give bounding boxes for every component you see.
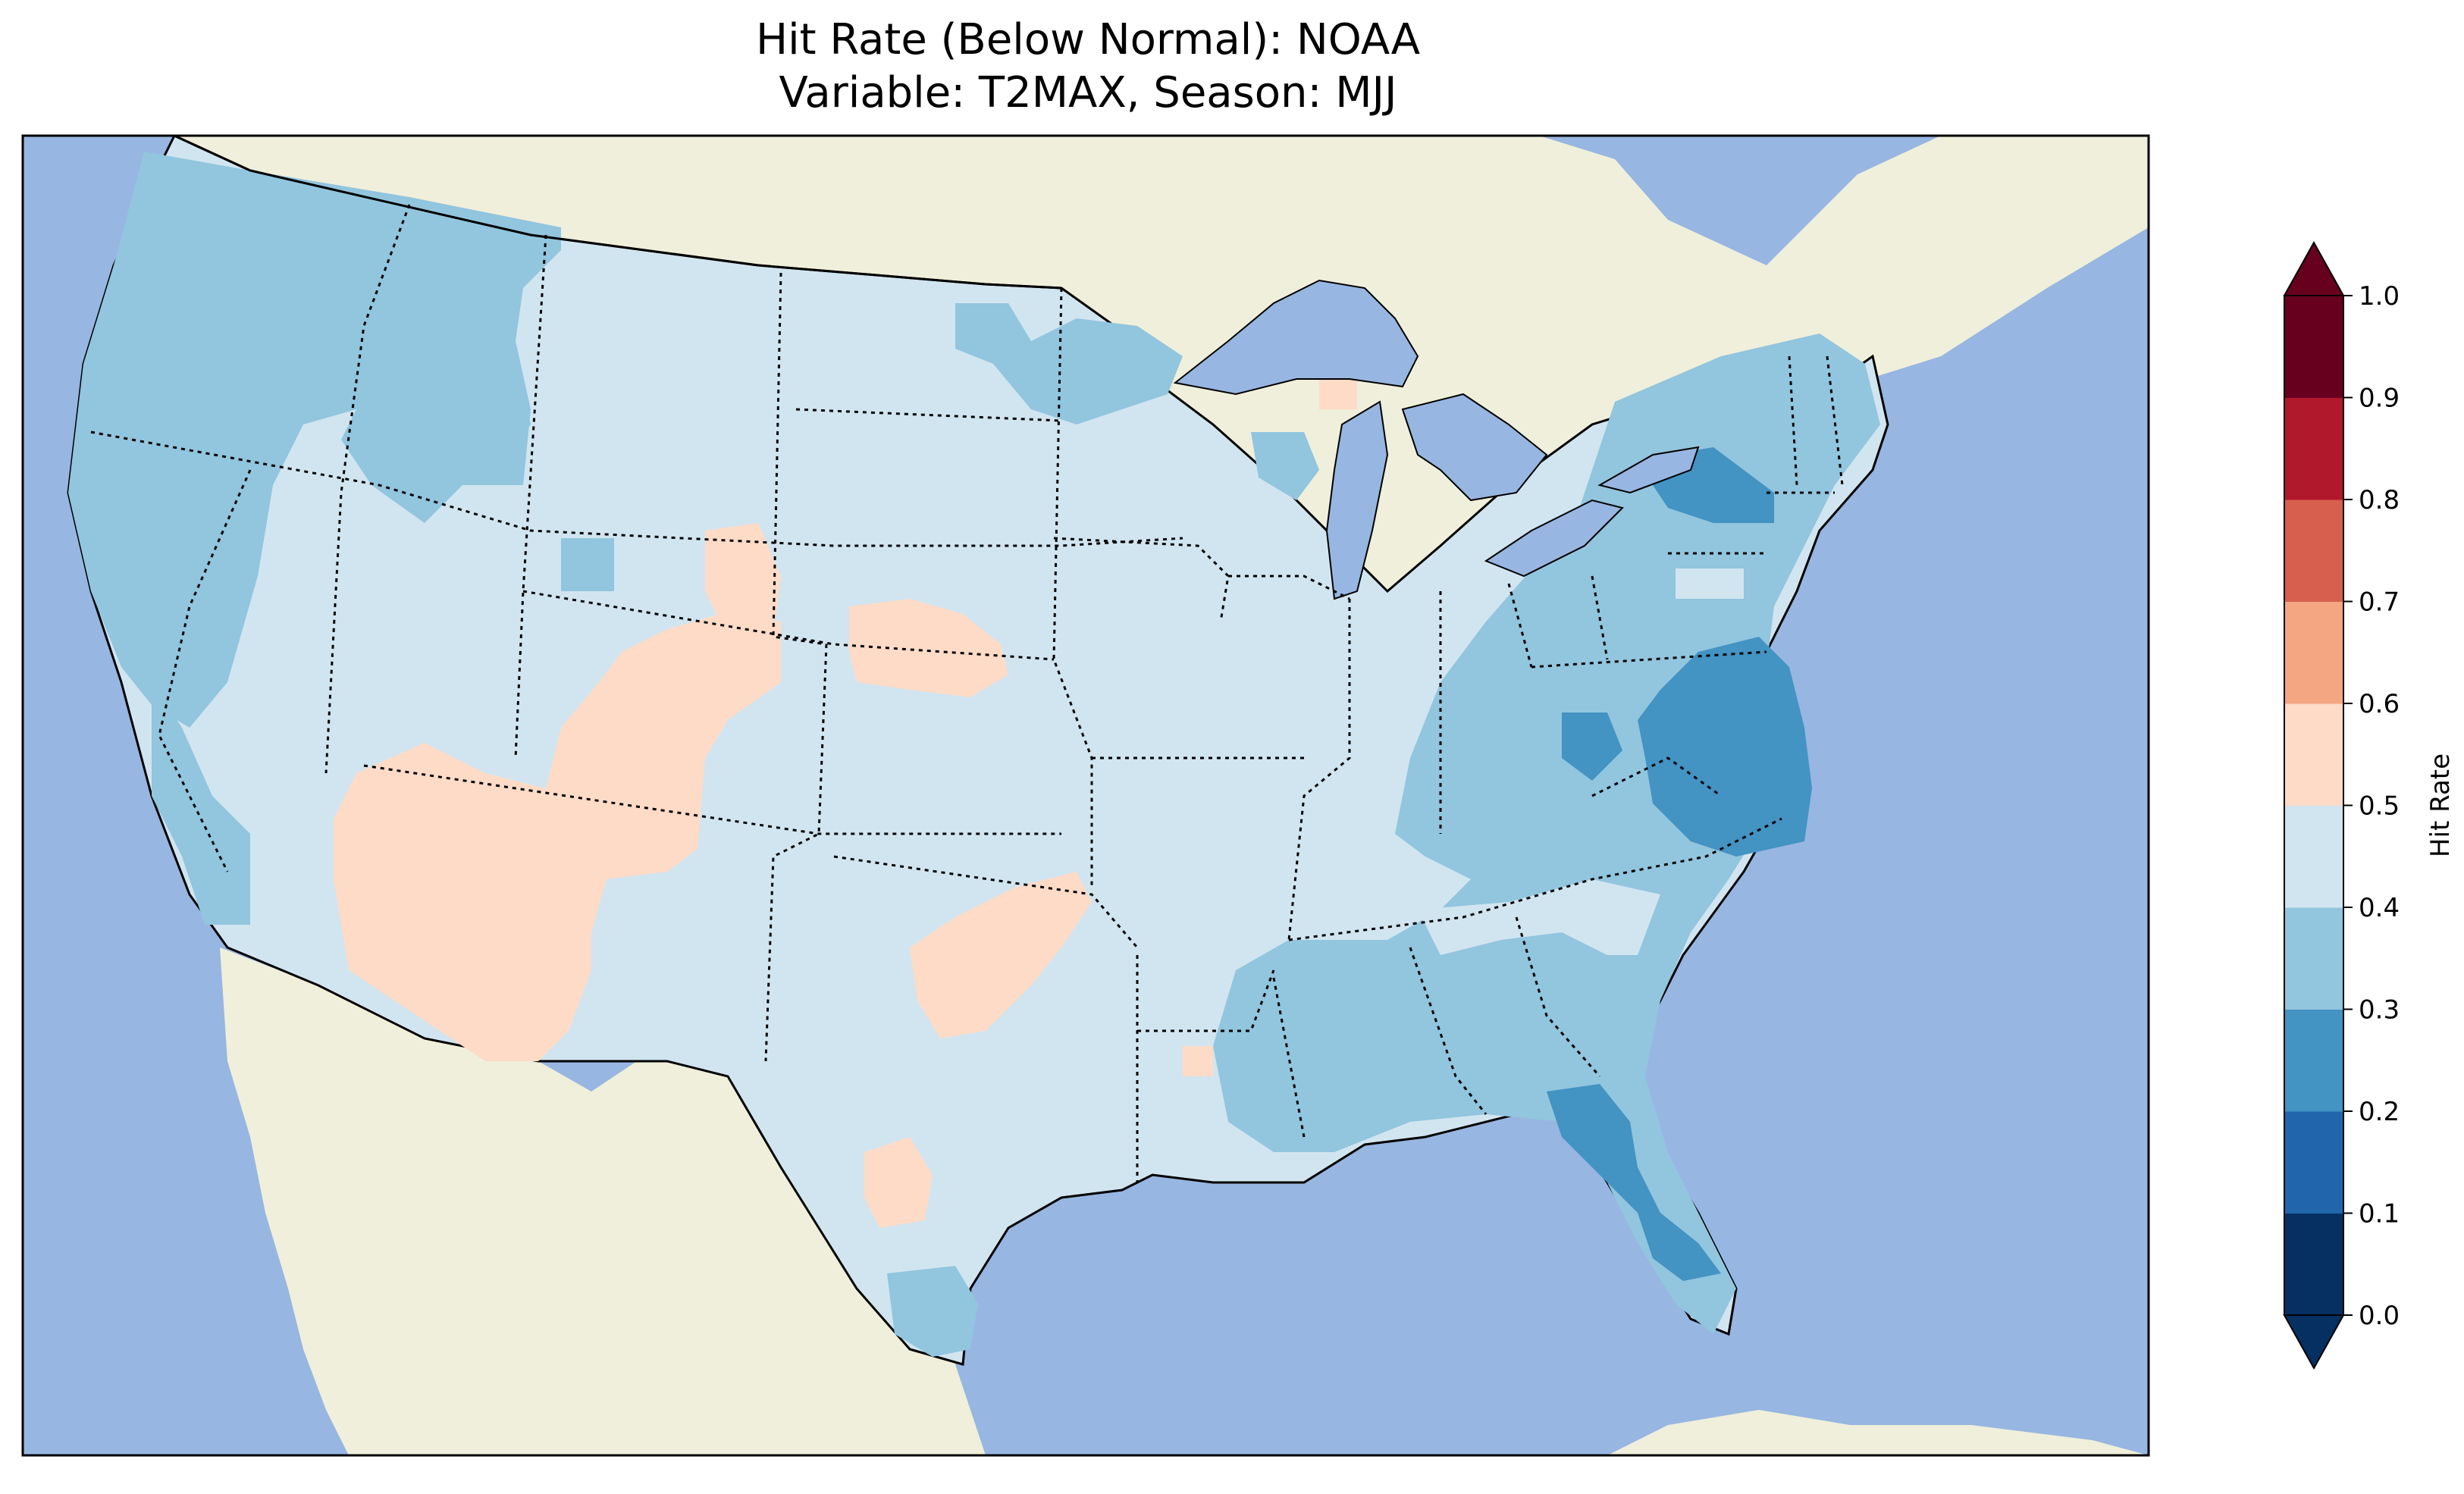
region-northern-plains [955, 303, 1183, 424]
colorbar-segment [2284, 500, 2343, 602]
colorbar-segment [2284, 1213, 2343, 1316]
colorbar-segment [2284, 805, 2343, 908]
region-south-texas [887, 1266, 978, 1357]
colorbar-tick-label: 0.5 [2359, 791, 2400, 822]
region-california-coast [152, 682, 250, 925]
lake-ontario [1597, 446, 1700, 494]
colorbar-segment [2284, 601, 2343, 704]
region-florida-dark [1547, 1084, 1721, 1281]
lake-erie [1484, 499, 1624, 578]
region-pennsylvania-light [1676, 568, 1744, 599]
colorbar-segment [2284, 296, 2343, 398]
colorbar-segment [2284, 907, 2343, 1010]
region-colorado-salmon [705, 523, 781, 637]
colorbar-ticks: 0.0 0.1 0.2 0.3 0.4 0.5 0.6 0.7 0.8 0.9 1.0 [2343, 281, 2400, 1331]
lake-huron [1401, 393, 1548, 502]
map-frame [21, 134, 2150, 1457]
cuba [1607, 1410, 2149, 1455]
colorbar-label: Hit Rate [2425, 753, 2456, 857]
title-line-1: Hit Rate (Below Normal): NOAA [755, 15, 1421, 64]
title-line-2: Variable: T2MAX, Season: MJJ [779, 68, 1397, 117]
colorbar-tick-label: 0.0 [2359, 1301, 2400, 1331]
colorbar-extend-under [2283, 1314, 2345, 1370]
lake-michigan [1325, 400, 1389, 600]
region-four-corners-salmon [334, 614, 781, 1061]
colorbar-extend-over [2283, 240, 2345, 296]
colorbar-tick-label: 0.4 [2359, 893, 2400, 923]
colorbar-tick-label: 1.0 [2359, 281, 2400, 312]
region-michigan-salmon [1319, 379, 1357, 409]
region-wisconsin-patch [1251, 432, 1319, 500]
region-idaho [379, 197, 561, 485]
region-west-virginia-dark [1562, 713, 1622, 781]
us-canada-border [174, 136, 1062, 290]
colorbar-segment [2284, 1009, 2343, 1112]
region-nebraska-salmon [849, 599, 1008, 697]
colorbar-tick-label: 0.1 [2359, 1199, 2400, 1229]
map-title: Hit Rate (Below Normal): NOAA Variable: … [0, 14, 2176, 120]
colorbar-tick-label: 0.2 [2359, 1097, 2400, 1127]
region-wyoming-patch [561, 538, 614, 591]
colorbar-segment [2284, 703, 2343, 806]
state-borders [90, 204, 1844, 1182]
colorbar-tick-label: 0.6 [2359, 689, 2400, 719]
colorbar-tick-label: 0.7 [2359, 587, 2400, 618]
colorbar-segment [2284, 397, 2343, 500]
lake-superior [1173, 279, 1419, 396]
colorbar-tick-label: 0.3 [2359, 995, 2400, 1026]
region-texas-salmon [864, 1137, 933, 1228]
region-carolinas-light [1418, 879, 1660, 955]
region-oklahoma-salmon [910, 872, 1092, 1038]
colorbar-tick-label: 0.8 [2359, 485, 2400, 515]
baja-peninsula [273, 1001, 440, 1395]
colorbar-segment [2284, 1111, 2343, 1214]
region-louisiana-salmon [1183, 1046, 1213, 1076]
colorbar-tick-label: 0.9 [2359, 384, 2400, 414]
region-virginia-dark [1638, 637, 1812, 857]
colorbar-segments [2283, 240, 2345, 1370]
